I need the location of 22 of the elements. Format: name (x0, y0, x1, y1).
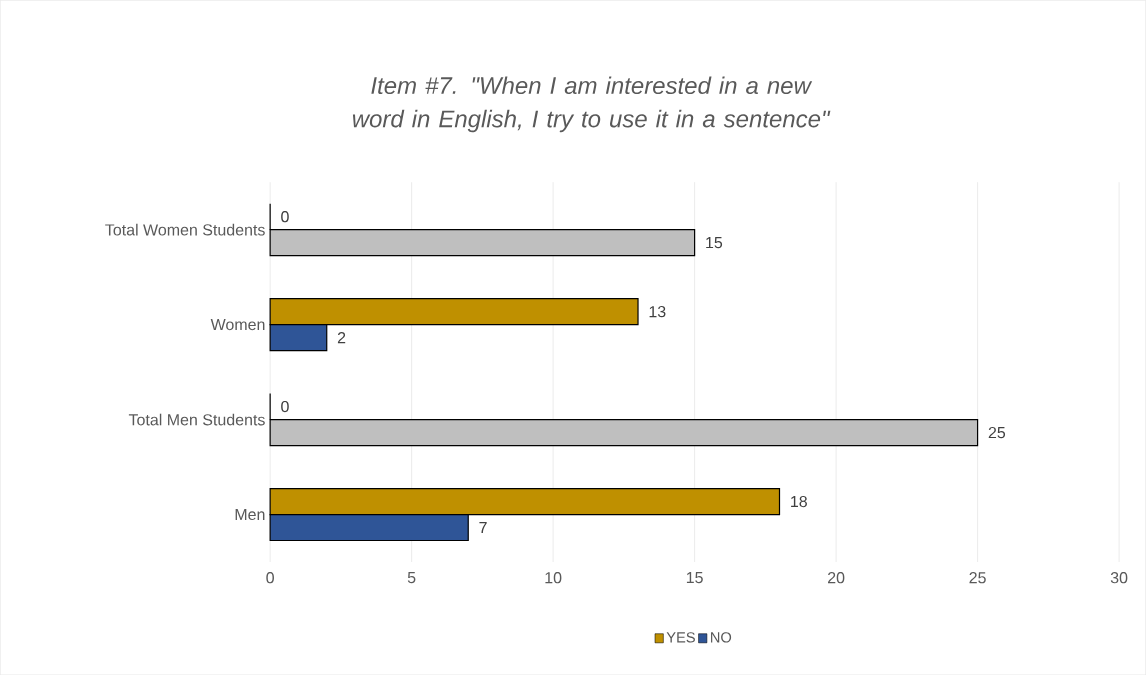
data-label: 13 (649, 305, 666, 318)
data-label: 18 (791, 495, 807, 508)
x-tick-label: 30 (1110, 571, 1128, 584)
y-tick-label: Men (235, 508, 265, 520)
legend-label: YES (666, 632, 695, 643)
data-label: 15 (706, 236, 723, 249)
y-tick-label: Total Men Students (128, 413, 265, 426)
chart-title: Item #7. "When I am interested in a new word in English, I try to use it in a sentence" (352, 76, 831, 133)
data-label: 2 (337, 331, 346, 344)
data-label: 0 (281, 400, 289, 413)
legend-label: NO (711, 632, 732, 643)
data-label: 25 (988, 426, 1006, 439)
x-tick-label: 15 (686, 571, 703, 584)
data-label: 7 (479, 521, 487, 533)
x-tick-label: 5 (407, 571, 416, 584)
x-tick-label: 0 (266, 571, 274, 584)
data-label: 0 (281, 210, 289, 223)
x-tick-label: 25 (969, 571, 986, 584)
x-tick-label: 20 (828, 571, 845, 584)
y-tick-label: Women (210, 318, 265, 331)
x-tick-label: 10 (545, 571, 562, 584)
y-tick-label: Total Women Students (105, 223, 265, 236)
